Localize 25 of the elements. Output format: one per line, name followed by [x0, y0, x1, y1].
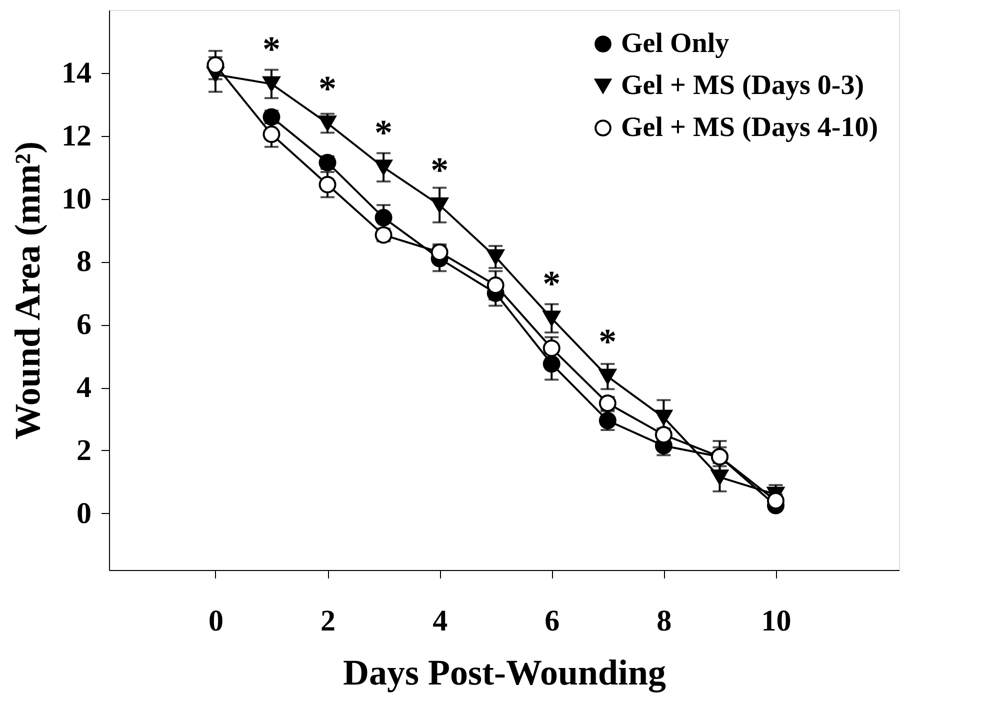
- x-tick-label: 0: [208, 604, 224, 638]
- y-tick-label: 10: [62, 182, 92, 216]
- x-tick-label: 10: [761, 604, 792, 638]
- annotation: *: [598, 322, 617, 362]
- y-tick-label: 6: [76, 308, 92, 342]
- x-axis-title: Days Post-Wounding: [342, 652, 666, 692]
- y-tick-label: 14: [62, 56, 92, 90]
- legend-label: Gel + MS (Days 0-3): [621, 70, 864, 101]
- x-tick-label: 8: [656, 604, 672, 638]
- x-tick-label: 2: [320, 604, 336, 638]
- y-tick-label: 0: [76, 496, 92, 530]
- annotation: *: [262, 28, 280, 69]
- legend-label: Gel + MS (Days 4-10): [621, 112, 878, 143]
- legend-label: Gel Only: [621, 28, 730, 59]
- x-tick-label: 6: [544, 604, 560, 638]
- x-tick-label: 4: [432, 604, 448, 638]
- y-tick-label: 4: [76, 371, 92, 404]
- y-tick-label: 12: [62, 119, 92, 152]
- annotation: *: [318, 68, 337, 108]
- y-axis-title: Wound Area (mm²): [8, 141, 48, 440]
- y-tick-label: 2: [76, 434, 92, 467]
- annotation: *: [542, 263, 561, 304]
- annotation: *: [430, 150, 449, 190]
- annotation: *: [374, 112, 393, 152]
- y-tick-label: 8: [76, 245, 92, 278]
